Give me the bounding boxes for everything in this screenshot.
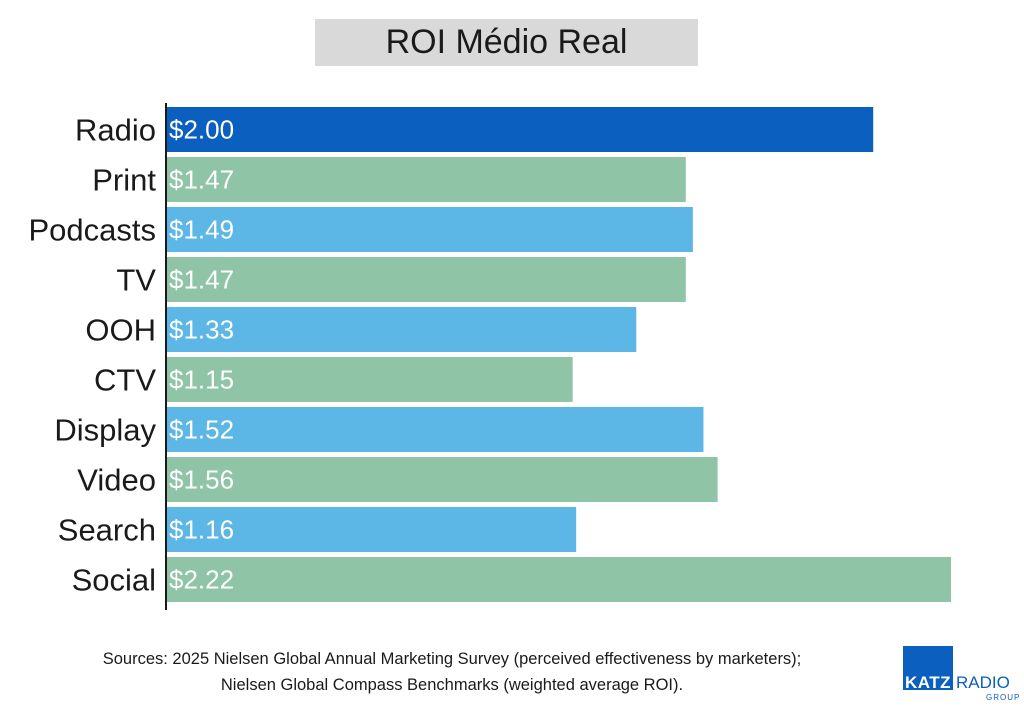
data-label-search: $1.16	[169, 515, 234, 545]
category-label-tv: TV	[116, 263, 156, 298]
chart-title: ROI Médio Real	[385, 23, 628, 61]
category-label-radio: Radio	[75, 113, 156, 148]
bar-display	[166, 407, 704, 452]
category-label-podcasts: Podcasts	[28, 213, 156, 248]
bar-radio	[166, 107, 874, 152]
logo-katz: KATZ	[905, 673, 952, 692]
data-label-display: $1.52	[169, 415, 234, 445]
data-label-ctv: $1.15	[169, 365, 234, 395]
logo-box	[903, 646, 953, 690]
bar-tv	[166, 257, 686, 302]
category-label-ooh: OOH	[85, 313, 156, 348]
bar-ctv	[166, 357, 573, 402]
data-label-print: $1.47	[169, 165, 234, 195]
data-label-video: $1.56	[169, 465, 234, 495]
chart-title-box: ROI Médio Real	[315, 19, 698, 66]
data-label-tv: $1.47	[169, 265, 234, 295]
sources-line-1: Sources: 2025 Nielsen Global Annual Mark…	[102, 650, 802, 668]
category-label-social: Social	[72, 563, 156, 598]
category-label-ctv: CTV	[94, 363, 156, 398]
bar-print	[166, 157, 686, 202]
sources-line-2: Nielsen Global Compass Benchmarks (weigh…	[220, 676, 684, 694]
bar-podcasts	[166, 207, 693, 252]
data-label-podcasts: $1.49	[169, 215, 234, 245]
logo-radio: RADIO	[956, 673, 1010, 692]
category-label-search: Search	[58, 513, 156, 548]
data-label-ooh: $1.33	[169, 315, 234, 345]
sources-note: Sources: 2025 Nielsen Global Annual Mark…	[0, 646, 904, 698]
katz-radio-group-logo: KATZ RADIO GROUP	[903, 646, 1019, 702]
category-label-video: Video	[77, 463, 156, 498]
category-label-display: Display	[54, 413, 156, 448]
category-label-print: Print	[92, 163, 156, 198]
bar-ooh	[166, 307, 637, 352]
bar-social	[166, 557, 951, 602]
bar-chart: $2.00 Radio $1.47 Print $1.49 Podcasts $1.47 TV…	[28, 103, 951, 610]
bar-video	[166, 457, 718, 502]
data-label-social: $2.22	[169, 565, 234, 595]
data-label-radio: $2.00	[169, 115, 234, 145]
bar-search	[166, 507, 577, 552]
logo-group: GROUP	[986, 693, 1021, 702]
